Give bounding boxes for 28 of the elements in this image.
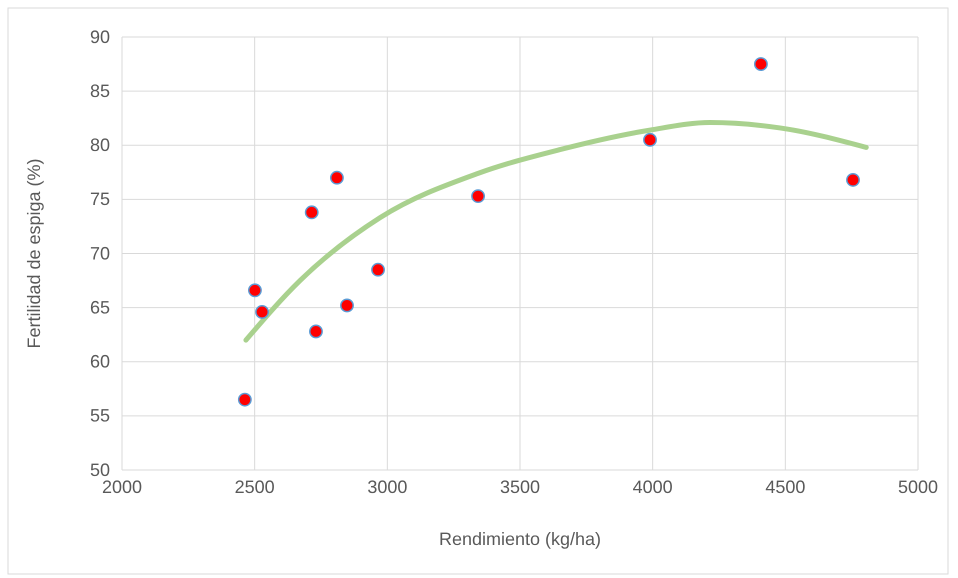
point	[846, 172, 860, 187]
y-axis-title: Fertilidad de espiga (%)	[24, 158, 44, 349]
point	[340, 298, 354, 312]
x-tick-label: 4500	[765, 476, 806, 497]
point	[255, 305, 270, 319]
y-tick-label: 70	[90, 243, 110, 264]
y-tick-label: 75	[90, 189, 110, 210]
x-tick-label: 4000	[632, 476, 673, 497]
point	[304, 205, 319, 220]
x-axis-title: Rendimiento (kg/ha)	[438, 529, 602, 549]
x-tick-label: 2500	[234, 476, 275, 497]
y-tick-label: 85	[90, 80, 110, 101]
y-tick-label: 60	[90, 352, 110, 372]
x-tick-label: 5000	[898, 476, 938, 497]
point	[309, 324, 323, 338]
point	[371, 262, 385, 277]
y-tick-label: 55	[90, 406, 110, 426]
point	[330, 170, 344, 185]
point	[471, 189, 486, 204]
point	[754, 57, 768, 71]
y-tick-label: 65	[90, 297, 110, 318]
point	[238, 392, 252, 407]
x-tick-label: 3000	[367, 476, 408, 497]
x-tick-label: 3500	[500, 476, 540, 497]
point	[248, 283, 262, 298]
y-tick-label: 80	[90, 135, 110, 156]
y-tick-label: 90	[90, 26, 110, 47]
point	[643, 132, 657, 147]
